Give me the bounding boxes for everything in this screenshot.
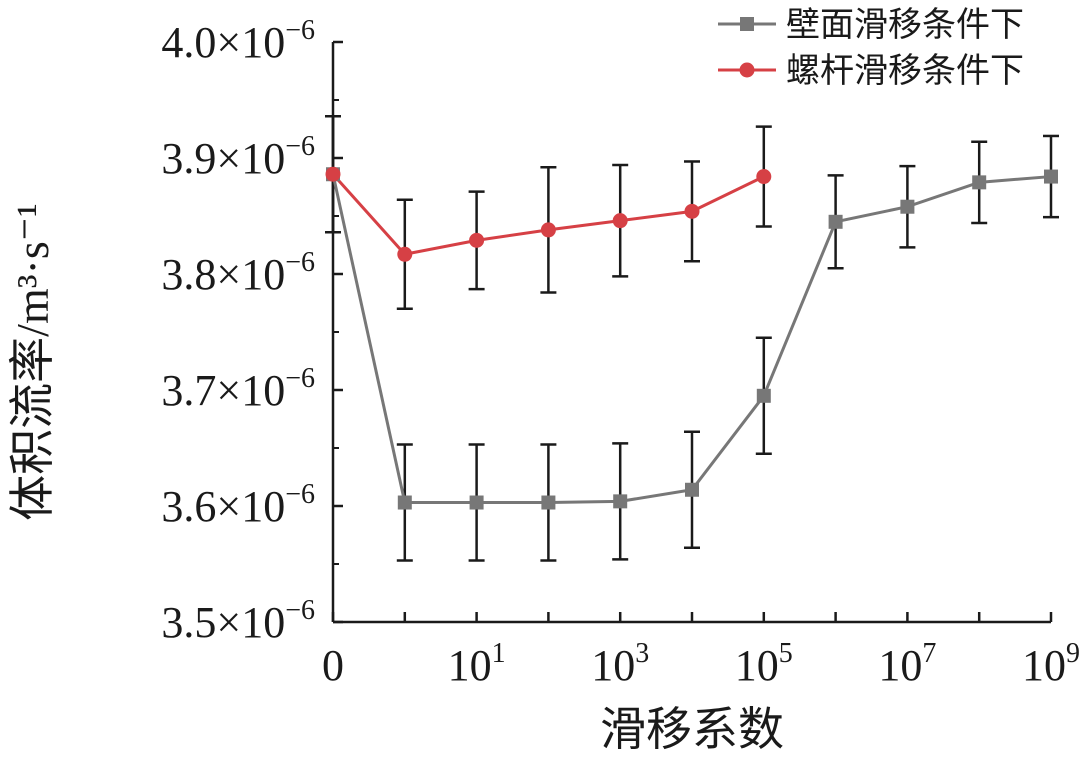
x-tick-label: 107	[878, 638, 936, 690]
wall-slip-point	[469, 495, 484, 510]
y-axis-title: 体积流率/m³·s⁻¹	[7, 203, 58, 521]
wall-slip-point	[685, 482, 699, 497]
wall-slip-point	[613, 494, 628, 509]
y-tick-label: 3.5×10−6	[161, 595, 315, 647]
y-tick-label: 3.7×10−6	[161, 363, 315, 415]
wall-slip-point	[756, 388, 771, 403]
wall-slip-point	[1044, 169, 1058, 184]
screw-slip-point	[756, 169, 772, 185]
x-tick-label: 103	[591, 638, 649, 690]
wall-slip-point	[900, 199, 915, 214]
legend-wall-slip-marker	[740, 17, 754, 31]
x-tick-label: 105	[735, 638, 793, 690]
y-tick-label: 3.8×10−6	[161, 247, 315, 299]
wall-slip-point	[828, 214, 843, 229]
tick-labels-group: 0 101 103 105 107 109 3.5×10−6 3.6×10−6 3.7×10−6…	[161, 15, 1080, 690]
screw-slip-point	[397, 246, 413, 262]
y-tick-label: 4.0×10−6	[161, 15, 315, 67]
wall-slip-point	[541, 495, 556, 510]
wall-slip-point	[972, 175, 987, 190]
series-group	[325, 166, 1058, 510]
screw-slip-point	[325, 166, 341, 182]
screw-slip-point	[469, 232, 485, 248]
x-tick-label: 109	[1022, 638, 1080, 690]
legend-screw-slip-marker	[739, 62, 755, 78]
y-tick-label: 3.6×10−6	[161, 479, 315, 531]
axes-group	[331, 40, 1053, 624]
x-tick-label: 101	[448, 638, 506, 690]
x-tick-label: 0	[322, 641, 344, 690]
legend-wall-slip-label: 壁面滑移条件下	[786, 6, 1024, 44]
x-axis-title: 滑移系数	[600, 704, 784, 755]
screw-slip-point	[684, 203, 700, 219]
y-tick-label: 3.9×10−6	[161, 131, 315, 183]
wall-slip-point	[397, 495, 412, 510]
screw-slip-point	[612, 213, 628, 229]
legend-screw-slip-label: 螺杆滑移条件下	[786, 52, 1024, 90]
screw-slip-point	[540, 222, 556, 238]
